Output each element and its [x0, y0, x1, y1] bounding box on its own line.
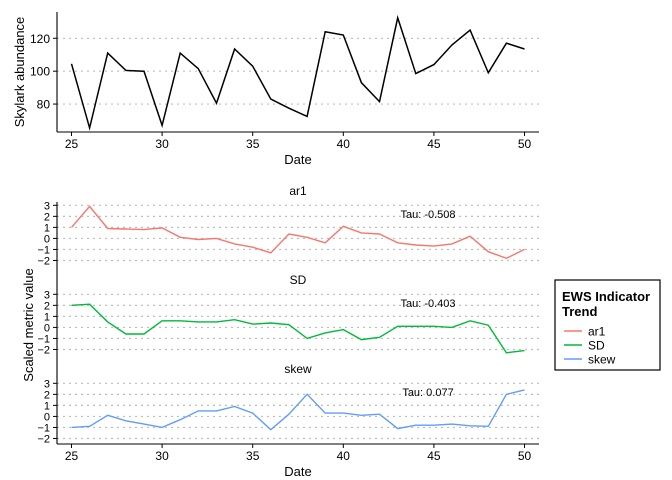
- ews-x-tick-label: 50: [518, 449, 532, 463]
- panel-y-tick-label: 1: [44, 400, 50, 412]
- abundance-x-tick-label: 35: [246, 137, 260, 151]
- panel-y-tick-label: −2: [37, 433, 50, 445]
- abundance-y-axis-label: Skylark abundance: [12, 17, 27, 128]
- abundance-x-tick-label: 50: [518, 137, 532, 151]
- abundance-y-tick-label: 80: [37, 98, 51, 112]
- panel-y-tick-label: 1: [44, 311, 50, 323]
- legend-label-ar1: ar1: [588, 325, 606, 339]
- panel-tau-label: Tau: 0.077: [402, 387, 453, 399]
- abundance-y-ticks: 80 100 120: [30, 32, 57, 112]
- abundance-gridlines: [57, 37, 539, 105]
- abundance-x-tick-label: 45: [427, 137, 441, 151]
- ews-x-tick-label: 40: [337, 449, 351, 463]
- panel-y-tick-label: 3: [44, 289, 50, 301]
- panel-y-tick-label: 2: [44, 211, 50, 223]
- abundance-x-tick-label: 25: [65, 137, 79, 151]
- abundance-x-tick-label: 30: [155, 137, 169, 151]
- panel-y-tick-label: 2: [44, 300, 50, 312]
- panel-y-tick-label: 3: [44, 378, 50, 390]
- panel-y-tick-label: 2: [44, 389, 50, 401]
- legend-label-skew: skew: [588, 353, 616, 367]
- abundance-x-axis-label: Date: [284, 152, 311, 167]
- panel-series-line-skew: [71, 389, 525, 431]
- abundance-y-tick-label: 100: [30, 65, 50, 79]
- abundance-plot: 80 100 120 25 30 35 40 45 50 Date Skylark abund…: [12, 12, 539, 167]
- panel-tau-label: Tau: -0.403: [400, 298, 455, 310]
- panel-y-tick-label: 3: [44, 200, 50, 212]
- legend-title-line-2: Trend: [562, 304, 597, 319]
- abundance-y-tick-label: 120: [30, 32, 50, 46]
- panel-strip-label: ar1: [289, 184, 307, 198]
- ews-x-tick-label: 30: [155, 449, 169, 463]
- ews-x-ticks: 25 30 35 40 45 50: [65, 444, 532, 463]
- ews-x-tick-label: 35: [246, 449, 260, 463]
- panel-y-tick-label: −1: [37, 333, 50, 345]
- legend-title-line-1: EWS Indicator: [562, 289, 650, 304]
- panel-tau-label: Tau: -0.508: [400, 209, 455, 221]
- ews-y-axis-label: Scaled metric value: [21, 268, 36, 381]
- panel-y-tick-label: −1: [37, 422, 50, 434]
- legend-label-SD: SD: [588, 339, 605, 353]
- panel-series-line-ar1: [70, 205, 525, 260]
- panel-y-tick-label: −2: [37, 255, 50, 267]
- abundance-series-line: [70, 14, 525, 131]
- panel-y-tick-label: −2: [37, 344, 50, 356]
- panel-y-tick-label: 0: [44, 322, 50, 334]
- legend-box: [554, 279, 661, 371]
- panel-y-tick-label: −1: [37, 244, 50, 256]
- panel-strip-label: skew: [284, 362, 312, 376]
- ews-x-tick-label: 25: [65, 449, 79, 463]
- panel-y-tick-label: 1: [44, 222, 50, 234]
- panel-y-tick-label: 0: [44, 411, 50, 423]
- abundance-x-tick-label: 40: [337, 137, 351, 151]
- ews-x-tick-label: 45: [427, 449, 441, 463]
- panel-strip-label: SD: [290, 273, 307, 287]
- panel-series-line-SD: [71, 303, 525, 354]
- abundance-x-ticks: 25 30 35 40 45 50: [65, 132, 532, 151]
- ews-x-axis-label: Date: [284, 464, 311, 479]
- panel-y-tick-label: 0: [44, 233, 50, 245]
